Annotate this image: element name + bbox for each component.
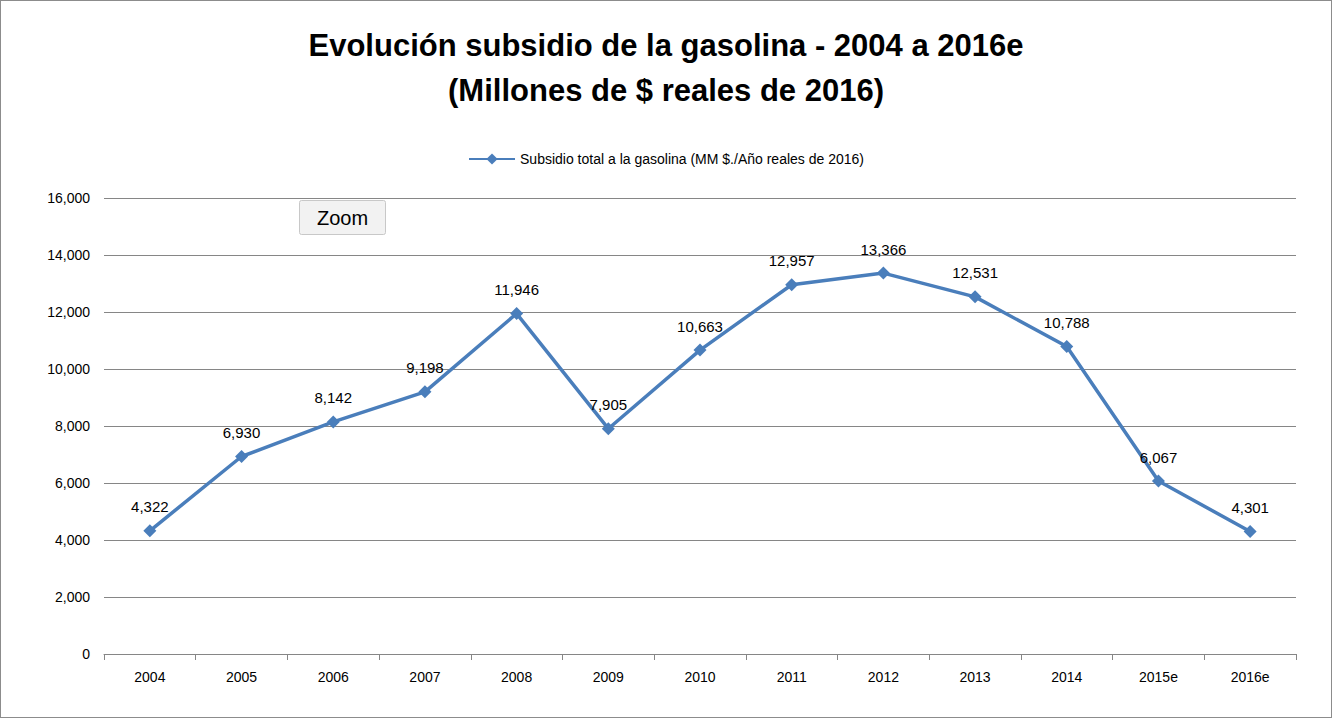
svg-text:6,000: 6,000: [55, 475, 90, 491]
svg-text:9,198: 9,198: [406, 359, 444, 376]
svg-text:4,301: 4,301: [1231, 499, 1269, 516]
svg-text:6,930: 6,930: [223, 424, 261, 441]
svg-text:2005: 2005: [226, 669, 257, 685]
svg-text:16,000: 16,000: [47, 190, 90, 206]
svg-text:2,000: 2,000: [55, 589, 90, 605]
svg-text:Subsidio total a la gasolina (: Subsidio total a la gasolina (MM $./Año …: [520, 151, 864, 167]
svg-text:Evolución subsidio de la gasol: Evolución subsidio de la gasolina - 2004…: [309, 28, 1024, 63]
svg-text:4,000: 4,000: [55, 532, 90, 548]
svg-text:8,142: 8,142: [314, 389, 352, 406]
svg-text:2016e: 2016e: [1231, 669, 1270, 685]
svg-text:10,663: 10,663: [677, 318, 723, 335]
svg-text:13,366: 13,366: [860, 241, 906, 258]
svg-text:12,957: 12,957: [769, 252, 815, 269]
svg-text:2004: 2004: [134, 669, 165, 685]
svg-text:12,531: 12,531: [952, 264, 998, 281]
svg-text:2015e: 2015e: [1139, 669, 1178, 685]
svg-text:2010: 2010: [684, 669, 715, 685]
svg-text:2011: 2011: [777, 669, 807, 685]
svg-text:2006: 2006: [318, 669, 349, 685]
svg-text:7,905: 7,905: [590, 396, 628, 413]
svg-text:0: 0: [82, 646, 90, 662]
svg-text:2008: 2008: [501, 669, 532, 685]
svg-text:8,000: 8,000: [55, 418, 90, 434]
svg-text:2014: 2014: [1051, 669, 1082, 685]
svg-text:2013: 2013: [959, 669, 990, 685]
svg-text:11,946: 11,946: [494, 281, 539, 298]
svg-text:10,788: 10,788: [1044, 314, 1090, 331]
svg-text:(Millones de $ reales de 2016): (Millones de $ reales de 2016): [448, 73, 884, 108]
svg-text:4,322: 4,322: [131, 498, 169, 515]
svg-text:6,067: 6,067: [1140, 449, 1178, 466]
svg-text:2007: 2007: [409, 669, 440, 685]
svg-text:2012: 2012: [868, 669, 899, 685]
svg-text:12,000: 12,000: [47, 304, 90, 320]
svg-text:2009: 2009: [593, 669, 624, 685]
svg-text:Zoom: Zoom: [317, 207, 368, 229]
svg-text:10,000: 10,000: [47, 361, 90, 377]
svg-text:14,000: 14,000: [47, 247, 90, 263]
